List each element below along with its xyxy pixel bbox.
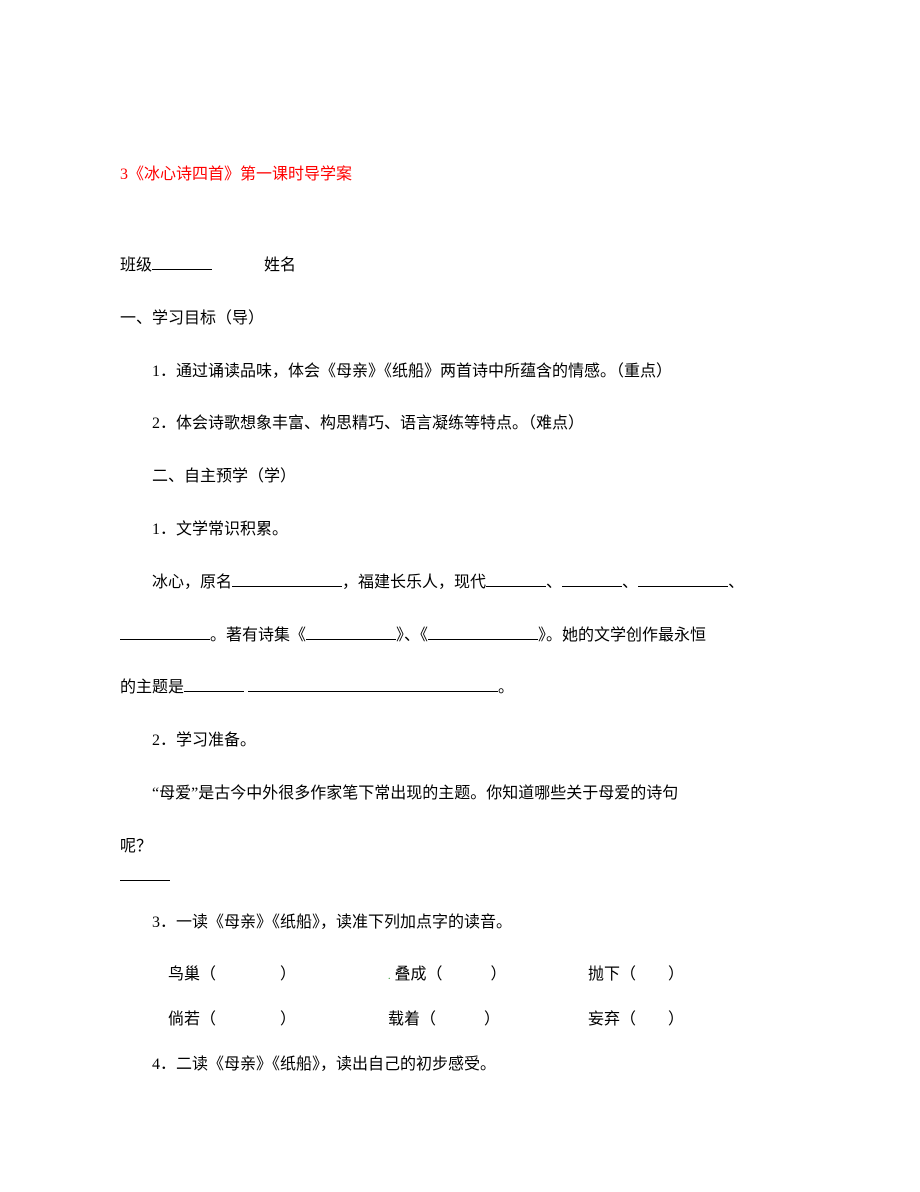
pinyin-word-3: 抛下 (588, 953, 620, 998)
green-dot-icon: . (388, 963, 391, 991)
section2-item3-label: 3．一读《母亲》《纸船》，读准下列加点字的读音。 (120, 901, 800, 946)
section2-item4-label: 4．二读《母亲》《纸船》，读出自己的初步感受。 (120, 1043, 800, 1088)
pinyin-word-1: 鸟巢 (168, 953, 200, 998)
section2-item1-label: 1．文学常识积累。 (120, 508, 800, 553)
paren-3[interactable]: （ ） (620, 953, 684, 998)
class-blank[interactable] (152, 254, 212, 270)
blank-role2[interactable] (562, 571, 622, 587)
fill-prefix: 冰心，原名 (152, 574, 232, 591)
document-title: 3《冰心诗四首》第一课时导学案 (120, 160, 800, 184)
paren-1[interactable]: （ ） (200, 953, 296, 998)
section2-item2-label: 2．学习准备。 (120, 719, 800, 764)
section2-item2-text2: 呢？ (120, 825, 800, 870)
pinyin-word-4: 倘若 (168, 998, 200, 1043)
answer-underline[interactable] (120, 880, 170, 881)
name-label: 姓名 (264, 257, 296, 274)
fill-2b: 》、《 (396, 627, 428, 644)
section1-item2: 2．体会诗歌想象丰富、构思精巧、语言凝练等特点。（难点） (120, 402, 800, 447)
blank-book1[interactable] (306, 624, 396, 640)
fill-3b: 。 (498, 679, 514, 696)
blank-book2[interactable] (428, 624, 538, 640)
blank-name[interactable] (232, 571, 342, 587)
pinyin-word-5: 载着 (388, 998, 420, 1043)
class-name-row: 班级 姓名 (120, 244, 800, 289)
paren-4[interactable]: （ ） (200, 998, 296, 1043)
paren-2[interactable]: （ ） (427, 953, 507, 998)
sep1: 、 (546, 574, 562, 591)
fill-mid1: ，福建长乐人，现代 (342, 574, 486, 591)
pinyin-row-2: 倘若（ ） 载着（ ） 妄弃（ ） (120, 998, 800, 1043)
section2-heading: 二、自主预学（学） (120, 455, 800, 500)
paren-6[interactable]: （ ） (620, 998, 684, 1043)
pinyin-word-2: 叠成 (395, 953, 427, 998)
fill-3a: 的主题是 (120, 679, 184, 696)
section2-item2-text: “母爱”是古今中外很多作家笔下常出现的主题。你知道哪些关于母爱的诗句 (120, 772, 800, 817)
fill-2c: 》。她的文学创作最永恒 (538, 627, 706, 644)
fill-line-1: 冰心，原名 ，福建长乐人，现代 、 、 、 (120, 561, 800, 606)
sep2: 、 (622, 574, 638, 591)
section1-heading: 一、学习目标（导） (120, 297, 800, 342)
blank-role3[interactable] (638, 571, 728, 587)
pinyin-row-1: 鸟巢（ ） . 叠成（ ） 抛下（ ） (120, 953, 800, 998)
blank-theme1[interactable] (184, 676, 244, 692)
sep3: 、 (728, 574, 744, 591)
pinyin-word-6: 妄弃 (588, 998, 620, 1043)
fill-line-2: 。著有诗集《 》、《 》。她的文学创作最永恒 (120, 614, 800, 659)
fill-line-3: 的主题是 。 (120, 666, 800, 711)
blank-role4[interactable] (120, 624, 210, 640)
blank-theme2[interactable] (248, 676, 498, 692)
class-label: 班级 (120, 257, 152, 274)
fill-2a: 。著有诗集《 (210, 627, 306, 644)
section1-item1: 1．通过诵读品味，体会《母亲》《纸船》两首诗中所蕴含的情感。（重点） (120, 350, 800, 395)
blank-role1[interactable] (486, 571, 546, 587)
paren-5[interactable]: （ ） (420, 998, 500, 1043)
